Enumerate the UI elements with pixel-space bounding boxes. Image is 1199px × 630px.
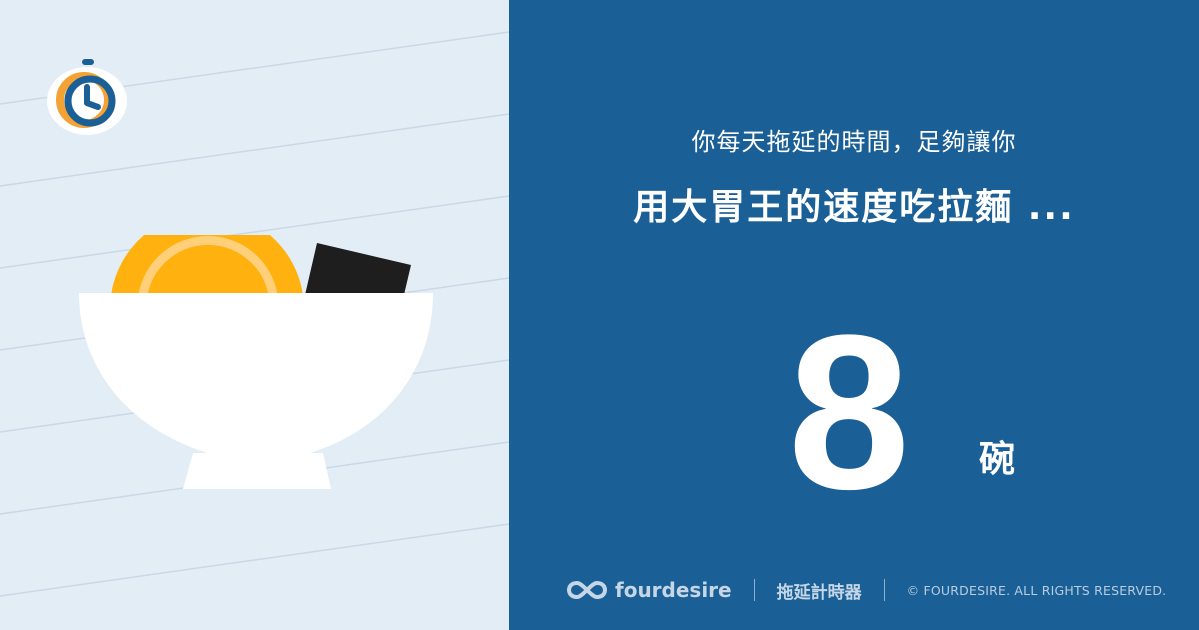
brand-link[interactable]: fourdesire	[567, 578, 732, 602]
product-name: 拖延計時器	[776, 582, 862, 603]
brand-name: fourdesire	[615, 578, 732, 602]
infinity-icon	[567, 580, 607, 600]
result-panel: 你每天拖延的時間，足夠讓你 用大胃王的速度吃拉麵 ... 8 碗 fourdes…	[509, 0, 1199, 630]
noodle-bowl-icon	[75, 211, 440, 499]
illustration-panel	[0, 0, 509, 630]
divider	[753, 579, 755, 601]
result-unit: 碗	[979, 439, 1016, 480]
headline: 用大胃王的速度吃拉麵 ...	[633, 187, 1075, 228]
footer: fourdesire 拖延計時器 © FOURDESIRE. ALL RIGHT…	[567, 575, 1166, 605]
result-value: 8	[787, 289, 911, 535]
copyright: © FOURDESIRE. ALL RIGHTS RESERVED.	[906, 582, 1167, 598]
divider	[883, 579, 885, 601]
subtitle: 你每天拖延的時間，足夠讓你	[691, 128, 1017, 156]
stopwatch-icon	[44, 57, 130, 137]
